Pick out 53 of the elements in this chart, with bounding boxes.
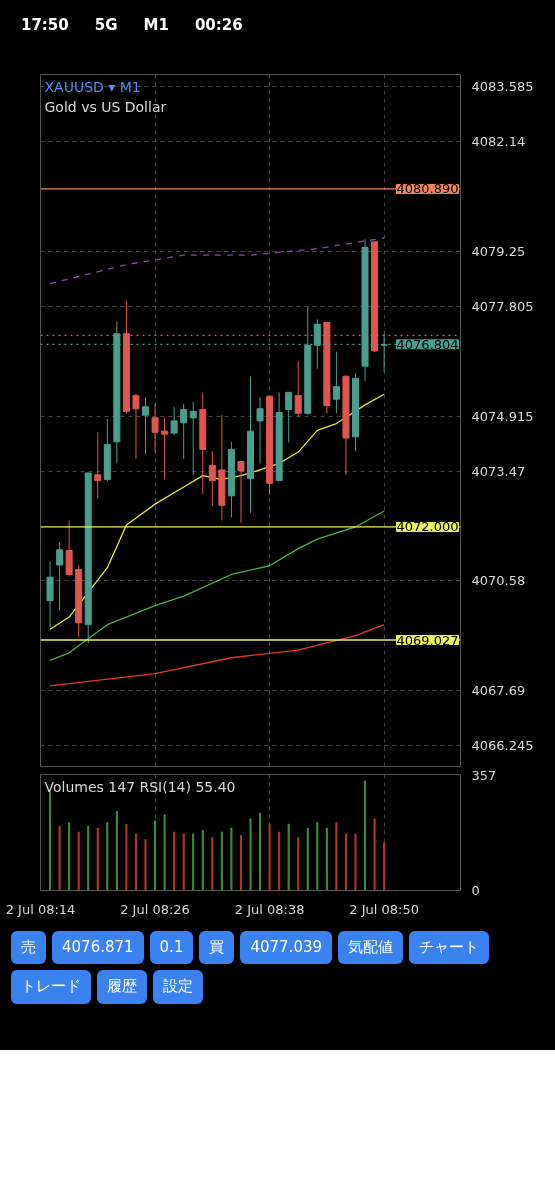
text: 気配値 [338,931,404,965]
y-tick-label: 0 [471,883,480,898]
candlestick [141,396,150,455]
chart-title: Volumes 147 RSI(14) 55.40 [44,778,236,795]
y-tick-label: 4082.14 [471,133,526,149]
text: 0.1 [149,931,194,965]
candlestick [256,396,264,464]
text: 4076.871 [52,931,144,965]
text: チャート [409,931,490,965]
candlestick [208,450,216,507]
y-tick-label: 4079.25 [471,243,526,259]
candlestick [189,401,197,476]
candlestick [237,461,245,524]
y-tick-label: 4077.805 [471,298,534,314]
text: M1 [142,15,170,36]
candlestick [65,520,73,577]
candlestick [285,391,293,444]
text: 17:50 [20,15,70,36]
ref-line-label: 4072.000 [396,519,459,535]
candlestick [294,360,302,418]
y-tick-label: 4070.58 [471,573,526,589]
y-tick-label: 4074.915 [471,408,534,424]
text: 買 [199,931,235,965]
text: 00:26 [193,15,244,36]
y-tick-label: 4066.245 [471,738,534,754]
text: 売 [11,931,46,965]
candlestick [180,403,188,460]
candlestick [56,541,64,612]
x-tick-label: 2 Jul 08:38 [234,901,305,917]
y-tick-label: 4073.47 [471,463,526,479]
text: Gold vs US Dollar [44,98,167,115]
ref-line-label: 4076.804 [396,336,459,352]
text: 4077.039 [240,931,333,965]
y-tick-label: 4083.585 [471,78,534,94]
text: 設定 [153,970,203,1004]
candlestick [94,431,102,499]
candlestick [132,393,140,460]
text: トレード [11,970,91,1004]
y-tick-label: 357 [471,767,497,783]
text: 5G [93,15,119,36]
candlestick [170,406,178,436]
x-tick-label: 2 Jul 08:26 [120,901,190,917]
x-tick-label: 2 Jul 08:50 [349,901,419,917]
ref-line-label: 4069.027 [396,632,459,648]
x-tick-label: 2 Jul 08:14 [5,901,76,917]
ref-line-label: 4080.890 [396,181,459,197]
candlestick [46,560,54,628]
candlestick [151,403,159,453]
chart-title: XAUUSD ▾ M1 [44,78,141,95]
candlestick [332,351,340,414]
text: 履歴 [97,970,147,1004]
y-tick-label: 4067.69 [471,683,526,699]
candlestick [161,417,169,480]
